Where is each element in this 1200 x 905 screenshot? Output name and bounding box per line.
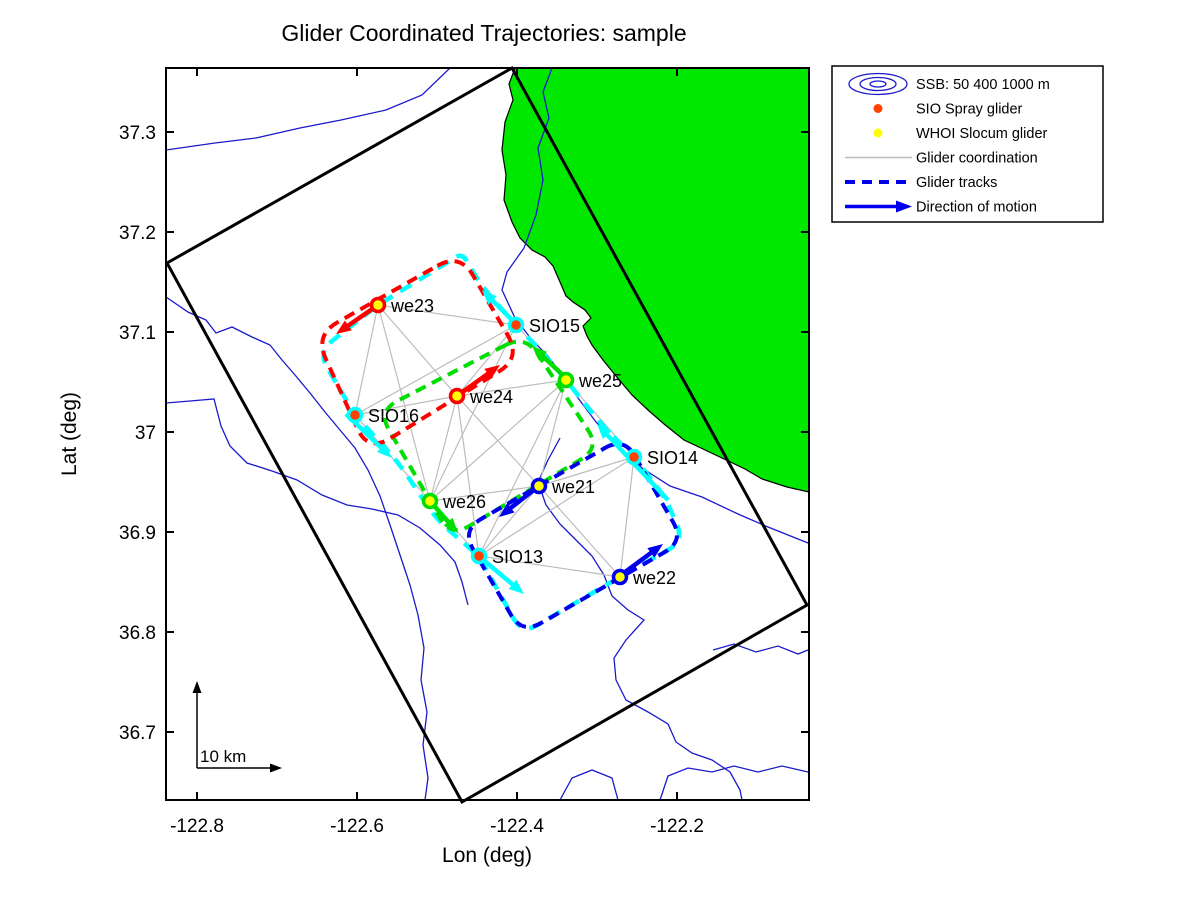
coordination-line-we23-SIO16 [354,304,379,416]
legend-box [831,65,1104,223]
legend-label-5: Direction of motion [916,200,1037,216]
bathymetry-contour-7 [712,643,809,655]
glider-label-we25: we25 [578,371,622,391]
glider-marker-SIO16 [346,406,364,424]
glider-marker-SIO15 [507,316,525,334]
plot-border [165,67,810,801]
coordination-line-we24-we25 [456,379,567,397]
glider-label-SIO15: SIO15 [529,316,580,336]
coordination-line-SIO14-we22 [619,456,635,578]
coordination-line-we24-we26 [429,395,458,502]
operations-area-box [164,65,810,805]
glider-marker-we21 [530,477,548,495]
scale-arrow-east-head [270,763,282,773]
y-tick-label: 36.7 [119,723,156,744]
glider-label-we23: we23 [390,296,434,316]
motion-arrow-2-shaft [488,296,516,324]
coordination-line-we24-SIO13 [456,395,480,557]
coordination-line-SIO13-we22 [478,555,621,578]
glider-label-we26: we26 [442,492,486,512]
glider-marker-SIO13 [470,547,488,565]
motion-arrow-7-head [532,346,548,361]
motion-arrow-9-shaft [619,549,655,577]
bathymetry-contour-2 [166,296,429,800]
motion-arrow-6-head [443,517,458,533]
motion-arrow-4-head [508,579,524,594]
scale-label: 10 km [200,747,246,766]
y-tick-label: 37.3 [119,123,156,144]
glider-marker-we24 [448,387,466,405]
ssb-contours-icon [869,80,887,88]
x-tick-label: -122.2 [650,816,704,837]
coordination-line-SIO14-we21 [538,456,635,487]
coordination-line-we23-SIO15 [377,304,517,326]
y-tick-label: 37.2 [119,223,156,244]
legend-label-2: WHOI Slocum glider [916,126,1048,142]
glider-label-SIO14: SIO14 [647,448,698,468]
glider-marker-SIO14 [625,448,643,466]
y-tick-label: 37 [135,423,156,444]
motion-arrow-8-head [499,503,515,517]
glider-marker-we26 [421,492,439,510]
motion-arrow-5-shaft [603,431,670,502]
glider-marker-we23 [369,296,387,314]
ssb-contours-icon [859,76,897,92]
green-cell-track [383,339,595,532]
bathymetry-contour-6 [659,765,809,800]
coordination-line-SIO14-SIO13 [478,456,635,557]
coordination-line-we24-we21 [456,395,540,487]
bathymetry-contour-0 [166,68,451,151]
y-axis-label: Lat (deg) [58,392,81,476]
spray-dot-icon [873,104,883,113]
legend-label-3: Glider coordination [916,151,1038,167]
bathymetry-contour-5 [559,769,619,800]
coordination-line-we21-we22 [538,485,621,578]
glider-label-we21: we21 [551,477,595,497]
coordination-line-we24-SIO16 [354,395,458,416]
glider-label-SIO13: SIO13 [492,547,543,567]
x-tick-label: -122.8 [170,816,224,837]
y-tick-label: 36.9 [119,523,156,544]
glider-marker-we22 [611,568,629,586]
motion-arrow-2-head [482,290,497,305]
motion-arrow-4-shaft [479,556,517,589]
bathymetry-contour-3 [166,398,469,606]
motion-arrow-icon-head [896,200,912,213]
x-tick-label: -122.4 [490,816,544,837]
motion-arrow-1-head [484,365,500,379]
glider-marker-we25 [557,371,575,389]
legend-label-0: SSB: 50 400 1000 m [916,77,1050,93]
bathymetry-contour-4 [537,437,743,800]
blue-cell-track [466,441,680,630]
coordination-line-we25-we21 [538,379,567,487]
land-area [501,68,809,493]
motion-arrow-0-head [336,320,352,334]
coordination-line-we21-SIO13 [478,485,540,557]
x-tick-label: -122.6 [330,816,384,837]
legend-label-1: SIO Spray glider [916,102,1023,118]
glider-label-SIO16: SIO16 [368,406,419,426]
ssb-contours-icon [848,72,908,96]
motion-arrow-3-head [377,443,392,458]
legend-label-4: Glider tracks [916,175,997,191]
scale-arrow-north-head [192,681,202,693]
y-tick-label: 36.8 [119,623,156,644]
coordination-line-we21-we26 [429,485,540,502]
coordination-line-we23-we26 [377,304,431,502]
bathymetry-contour-1 [501,68,809,544]
motion-arrow-9-head [647,544,663,558]
coordination-line-we23-we24 [377,304,458,397]
slocum-dot-icon [873,128,883,138]
chart-title: Glider Coordinated Trajectories: sample [281,20,686,46]
glider-label-we24: we24 [469,387,513,407]
motion-arrow-5-head [597,424,612,440]
coordination-line-SIO15-SIO16 [354,324,517,416]
glider-label-we22: we22 [632,568,676,588]
y-tick-label: 37.1 [119,323,156,344]
x-axis-label: Lon (deg) [442,844,532,867]
coordination-line-SIO15-we24 [456,324,517,397]
